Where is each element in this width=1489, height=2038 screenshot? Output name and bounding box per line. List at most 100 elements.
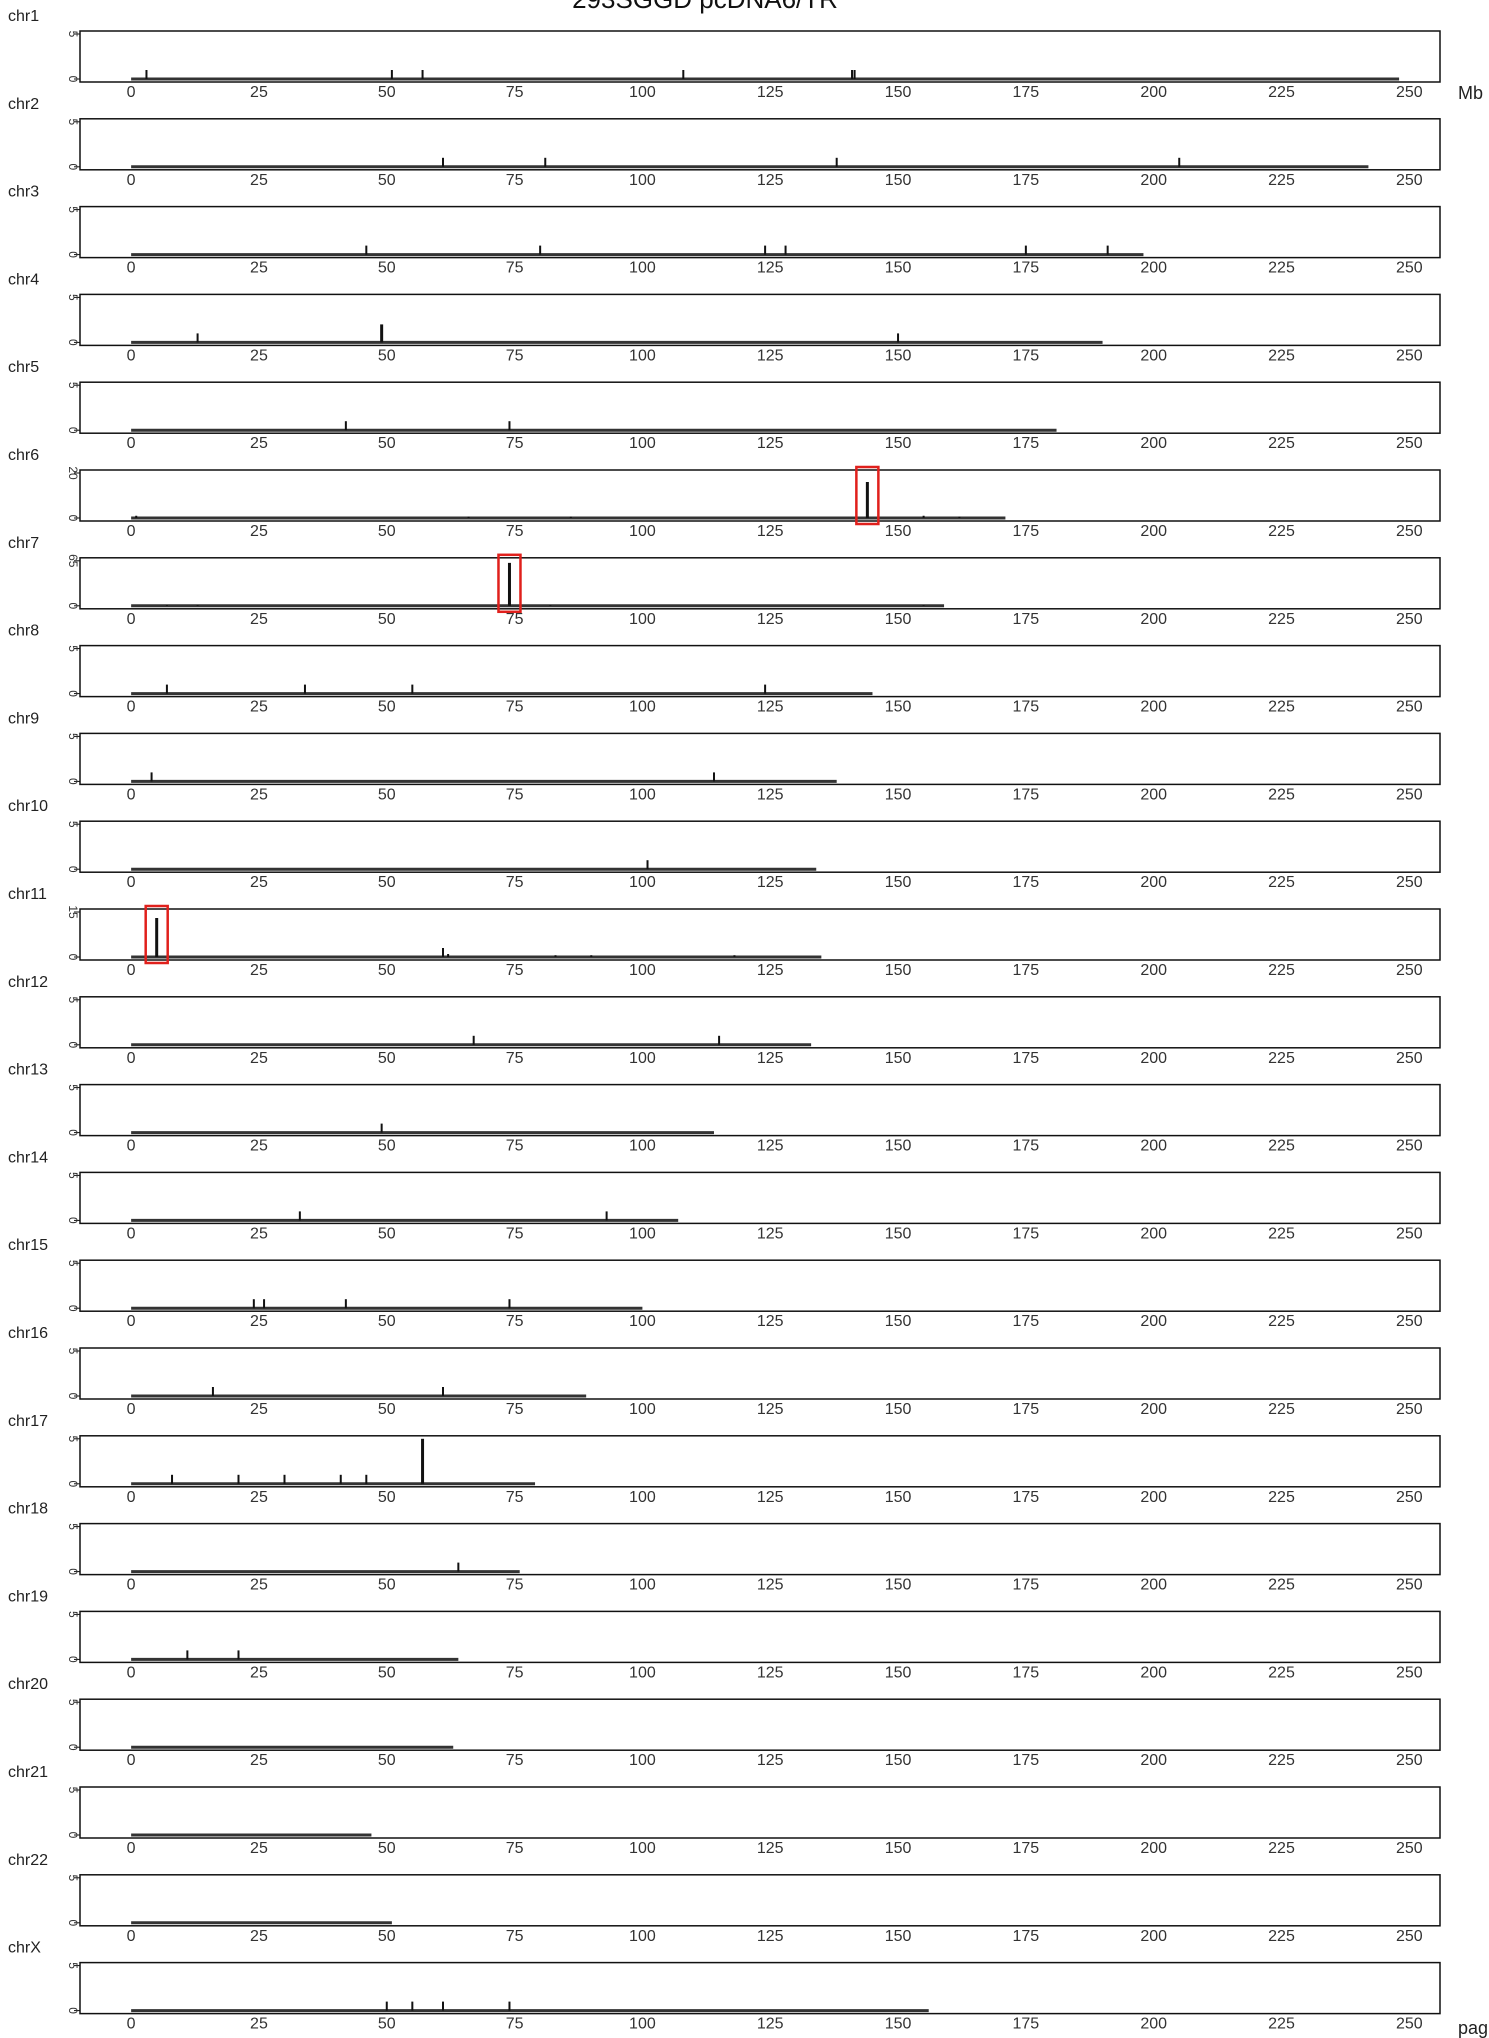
x-tick-label: 225	[1268, 1401, 1295, 1418]
y-tick-label: 5	[66, 1874, 80, 1881]
x-tick-label: 100	[629, 1313, 656, 1330]
panel-frame	[79, 118, 1441, 171]
x-tick-label: 0	[127, 962, 136, 979]
x-tick-label: 175	[1013, 1489, 1040, 1506]
x-tick-label: 125	[757, 1138, 784, 1155]
x-tick-label: 125	[757, 84, 784, 101]
x-tick-label: 200	[1140, 1752, 1167, 1769]
y-tick-label: 5	[66, 118, 80, 125]
x-tick-label: 25	[250, 962, 268, 979]
chromosome-label: chr6	[8, 447, 39, 464]
x-tick-label: 250	[1396, 1050, 1423, 1067]
x-tick-label: 50	[378, 1313, 396, 1330]
x-tick-label: 125	[757, 1225, 784, 1242]
panel-frame	[79, 1961, 1441, 2015]
x-tick-label: 200	[1140, 84, 1167, 101]
x-tick-label: 50	[378, 2016, 396, 2033]
x-tick-label: 125	[757, 1928, 784, 1945]
x-tick-label: 250	[1396, 1664, 1423, 1681]
x-tick-label: 0	[127, 1138, 136, 1155]
x-tick-label: 50	[378, 435, 396, 452]
x-tick-label: 125	[757, 2016, 784, 2033]
x-tick-label: 25	[250, 786, 268, 803]
y-tick-label: 5	[66, 294, 80, 301]
x-tick-label: 25	[250, 1664, 268, 1681]
x-tick-label: 50	[378, 1138, 396, 1155]
x-tick-label: 0	[127, 1752, 136, 1769]
x-tick-label: 75	[506, 699, 524, 716]
x-tick-label: 75	[506, 1577, 524, 1594]
x-tick-label: 100	[629, 786, 656, 803]
x-tick-label: 175	[1013, 1050, 1040, 1067]
chromosome-label: chr21	[8, 1764, 48, 1781]
x-tick-label: 175	[1013, 1928, 1040, 1945]
panel-frame	[79, 732, 1441, 786]
x-tick-label: 50	[378, 699, 396, 716]
x-tick-label: 250	[1396, 874, 1423, 891]
x-tick-label: 150	[885, 1840, 912, 1857]
panel-frame	[79, 1522, 1441, 1576]
x-tick-label: 175	[1013, 1752, 1040, 1769]
x-tick-label: 0	[127, 1401, 136, 1418]
x-tick-label: 175	[1013, 1840, 1040, 1857]
x-tick-label: 175	[1013, 172, 1040, 189]
x-tick-label: 100	[629, 1577, 656, 1594]
panel-frame	[79, 381, 1441, 434]
x-tick-label: 75	[506, 1050, 524, 1067]
x-tick-label: 125	[757, 1313, 784, 1330]
x-tick-label: 125	[757, 172, 784, 189]
x-tick-label: 25	[250, 84, 268, 101]
x-tick-label: 0	[127, 2016, 136, 2033]
x-tick-label: 150	[885, 1050, 912, 1067]
chromosome-label: chr14	[8, 1149, 48, 1166]
panel-frame	[79, 469, 1441, 522]
y-tick-label: 0	[66, 339, 80, 346]
x-tick-label: 200	[1140, 1401, 1167, 1418]
x-tick-label: 0	[127, 874, 136, 891]
x-tick-label: 225	[1268, 84, 1295, 101]
x-tick-label: 150	[885, 1928, 912, 1945]
y-tick-label: 0	[66, 1393, 80, 1400]
x-tick-label: 225	[1268, 1138, 1295, 1155]
y-tick-label: 5	[66, 1787, 80, 1794]
y-tick-label: 0	[66, 1656, 80, 1663]
y-tick-label: 0	[66, 690, 80, 697]
x-tick-label: 0	[127, 347, 136, 364]
x-tick-label: 25	[250, 1138, 268, 1155]
panel-frame	[79, 1259, 1441, 1312]
x-tick-label: 100	[629, 1050, 656, 1067]
panel-frame	[79, 293, 1441, 347]
y-tick-label: 0	[66, 76, 80, 83]
x-tick-label: 25	[250, 523, 268, 540]
x-tick-label: 50	[378, 172, 396, 189]
x-tick-label: 250	[1396, 1225, 1423, 1242]
x-tick-label: 175	[1013, 874, 1040, 891]
x-tick-label: 225	[1268, 1928, 1295, 1945]
x-tick-label: 175	[1013, 962, 1040, 979]
y-tick-label: 5	[66, 206, 80, 213]
y-tick-label: 0	[66, 515, 80, 522]
x-tick-label: 150	[885, 874, 912, 891]
chromosome-label: chr20	[8, 1676, 48, 1693]
x-tick-label: 100	[629, 347, 656, 364]
x-tick-label: 150	[885, 1313, 912, 1330]
y-tick-label: 0	[66, 1480, 80, 1487]
x-tick-label: 125	[757, 1840, 784, 1857]
x-tick-label: 200	[1140, 1840, 1167, 1857]
panel-frame	[79, 1610, 1441, 1664]
x-tick-label: 100	[629, 1752, 656, 1769]
x-tick-label: 200	[1140, 699, 1167, 716]
x-tick-label: 150	[885, 260, 912, 277]
x-tick-label: 250	[1396, 611, 1423, 628]
x-tick-label: 175	[1013, 1577, 1040, 1594]
chromosome-label: chr18	[8, 1501, 48, 1518]
x-tick-label: 250	[1396, 84, 1423, 101]
